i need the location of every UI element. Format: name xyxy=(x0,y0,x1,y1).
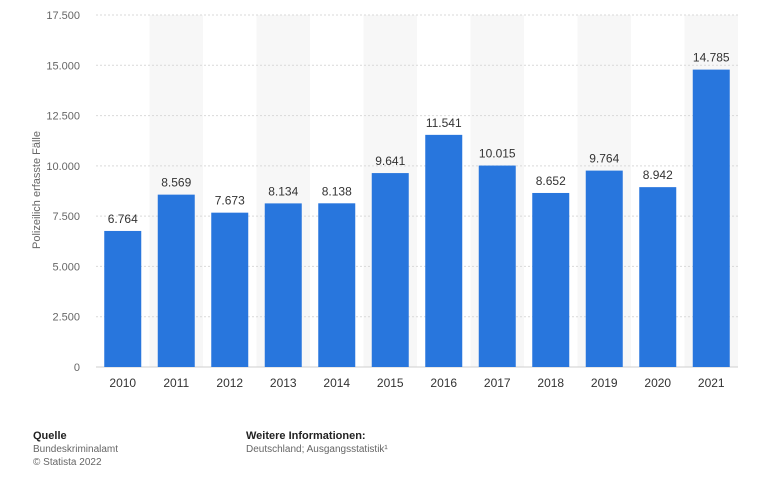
bar xyxy=(639,187,677,367)
data-label: 8.652 xyxy=(536,174,566,188)
x-tick-label: 2016 xyxy=(430,376,457,390)
data-label: 9.764 xyxy=(589,152,619,166)
source-heading: Quelle xyxy=(33,430,67,442)
x-tick-label: 2014 xyxy=(323,376,350,390)
y-tick-label: 10.000 xyxy=(46,161,80,173)
x-tick-label: 2021 xyxy=(698,376,725,390)
x-tick-label: 2018 xyxy=(537,376,564,390)
x-axis-ticks: 2010 2011 2012 2013 2014 2015 2016 2017 2018 2019… xyxy=(109,376,725,390)
y-tick-label: 17.500 xyxy=(46,10,80,22)
bar xyxy=(211,212,249,367)
bar xyxy=(585,170,623,367)
bar xyxy=(532,192,570,367)
bar xyxy=(371,173,409,367)
x-tick-label: 2013 xyxy=(270,376,297,390)
x-tick-label: 2011 xyxy=(163,376,189,390)
data-label: 14.785 xyxy=(693,51,730,65)
bar xyxy=(104,230,142,367)
data-label: 9.641 xyxy=(375,154,405,168)
data-label: 7.673 xyxy=(215,194,245,208)
footer-source: Quelle Bundeskriminalamt © Statista 2022 xyxy=(33,430,118,469)
bar-chart: 0 2.500 5.000 7.500 10.000 12.500 15.000 17.500… xyxy=(31,10,738,390)
data-labels: 6.764 8.569 7.673 8.134 8.138 9.641 11.541 10.0… xyxy=(108,51,730,226)
gridlines xyxy=(96,14,738,368)
y-axis-title: Polizeilich erfasste Fälle xyxy=(31,131,43,249)
source-name: Bundeskriminalamt xyxy=(33,444,119,455)
copyright: © Statista 2022 xyxy=(33,457,102,468)
x-tick-label: 2010 xyxy=(109,376,136,390)
data-label: 8.138 xyxy=(322,184,352,198)
data-label: 10.015 xyxy=(479,147,516,161)
x-tick-label: 2019 xyxy=(591,376,618,390)
y-tick-label: 7.500 xyxy=(52,211,80,223)
y-tick-label: 5.000 xyxy=(52,261,80,273)
data-label: 8.569 xyxy=(161,176,191,190)
data-label: 6.764 xyxy=(108,212,138,226)
info-detail: Deutschland; Ausgangsstatistik¹ xyxy=(246,444,388,455)
data-label: 8.134 xyxy=(268,184,298,198)
x-tick-label: 2020 xyxy=(644,376,671,390)
data-label: 8.942 xyxy=(643,168,673,182)
bar xyxy=(318,203,356,367)
data-label: 11.541 xyxy=(426,116,462,130)
y-tick-label: 15.000 xyxy=(46,60,80,72)
y-axis-ticks: 0 2.500 5.000 7.500 10.000 12.500 15.000 17.500 xyxy=(46,10,80,374)
bar xyxy=(425,134,463,367)
info-heading: Weitere Informationen: xyxy=(246,430,366,442)
y-tick-label: 12.500 xyxy=(46,111,80,123)
footer-info: Weitere Informationen: Deutschland; Ausg… xyxy=(246,430,388,456)
x-tick-label: 2017 xyxy=(484,376,511,390)
y-tick-label: 2.500 xyxy=(52,312,80,324)
bar xyxy=(692,69,730,367)
bar xyxy=(478,165,516,367)
bar xyxy=(157,194,195,367)
bars xyxy=(104,69,730,367)
bar xyxy=(264,203,302,367)
x-tick-label: 2015 xyxy=(377,376,404,390)
y-tick-label: 0 xyxy=(74,362,80,374)
x-tick-label: 2012 xyxy=(216,376,243,390)
